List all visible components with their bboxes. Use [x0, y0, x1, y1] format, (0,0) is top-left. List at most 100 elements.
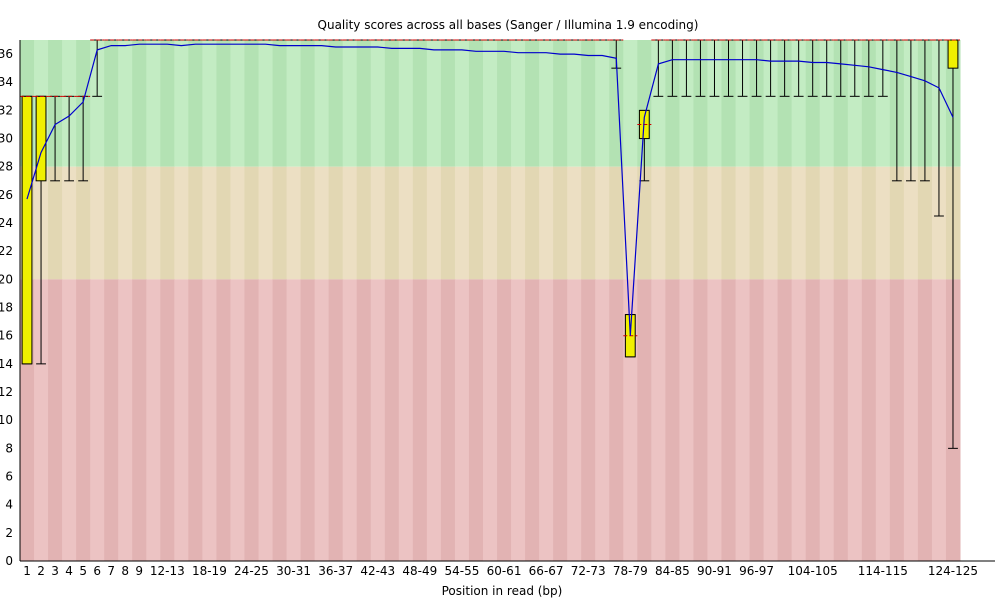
band-stripe: [202, 279, 217, 561]
quality-bands: [20, 40, 961, 561]
band-stripe: [468, 166, 484, 280]
band-stripe: [931, 279, 947, 561]
band-stripe: [412, 40, 428, 167]
mean-layer: [26, 43, 954, 336]
band-stripe: [665, 40, 680, 167]
band-stripe: [707, 279, 722, 561]
band-stripe: [370, 166, 386, 280]
band-stripe: [553, 279, 568, 561]
band-stripe: [286, 279, 302, 561]
band-stripe: [581, 279, 596, 561]
band-stripe: [174, 279, 189, 561]
band-stripe: [539, 279, 554, 561]
x-tick-label: 84-85: [655, 564, 690, 578]
iqr-box: [35, 95, 47, 182]
band-stripe: [342, 279, 358, 561]
band-stripe: [482, 40, 498, 167]
band-stripe: [497, 166, 512, 280]
band-stripe: [300, 40, 316, 167]
band-stripe: [497, 279, 512, 561]
band-stripe: [48, 279, 63, 561]
axes: [19, 40, 995, 562]
y-tick-label: 22: [0, 244, 13, 258]
band-stripe: [595, 279, 610, 561]
band-stripe: [272, 166, 288, 280]
band-stripe: [861, 279, 877, 561]
band-stripe: [160, 40, 175, 167]
band-stripe: [581, 40, 596, 167]
band-stripe: [791, 166, 807, 280]
band-stripe: [595, 166, 610, 280]
band-stripe: [356, 166, 372, 280]
x-axis-label: Position in read (bp): [442, 584, 563, 598]
band-stripe: [146, 166, 161, 280]
band-stripe: [48, 166, 63, 280]
band-stripe: [693, 40, 708, 167]
band-stripe: [104, 279, 119, 561]
band-stripe: [735, 279, 751, 561]
band-stripe: [328, 40, 344, 167]
band-stripe: [749, 166, 765, 280]
band-stripe: [679, 279, 694, 561]
band-stripe: [300, 166, 316, 280]
band-stripe: [314, 166, 330, 280]
band-stripe: [553, 166, 568, 280]
band-stripe: [595, 40, 610, 167]
x-tick-label: 72-73: [571, 564, 606, 578]
band-stripe: [637, 166, 652, 280]
y-tick-label: 16: [0, 329, 13, 343]
x-tick-label: 3: [51, 564, 59, 578]
band-stripe: [693, 166, 708, 280]
band-stripe: [314, 279, 330, 561]
y-tick-label: 0: [5, 554, 13, 568]
band-stripe: [875, 40, 891, 167]
x-tick-label: 78-79: [613, 564, 648, 578]
band-stripe: [90, 166, 105, 280]
band-stripe: [328, 279, 344, 561]
y-tick-label: 2: [5, 526, 13, 540]
band-stripe: [398, 40, 414, 167]
band-stripe: [679, 166, 694, 280]
x-tick-label: 12-13: [150, 564, 185, 578]
band-stripe: [62, 279, 77, 561]
band-stripe: [174, 166, 189, 280]
band-stripe: [370, 279, 386, 561]
band-stripe: [314, 40, 330, 167]
y-tick-label: 4: [5, 498, 13, 512]
band-stripe: [370, 40, 386, 167]
band-stripe: [567, 166, 582, 280]
band-stripe: [202, 166, 217, 280]
x-tick-label: 18-19: [192, 564, 227, 578]
band-stripe: [426, 40, 442, 167]
y-tick-label: 18: [0, 301, 13, 315]
x-tick-label: 24-25: [234, 564, 269, 578]
band-stripe: [735, 166, 751, 280]
band-stripe: [889, 166, 905, 280]
band-stripe: [805, 166, 821, 280]
band-stripe: [440, 166, 456, 280]
band-stripe: [160, 166, 175, 280]
band-stripe: [216, 166, 231, 280]
band-stripe: [861, 40, 877, 167]
x-tick-label: 54-55: [445, 564, 480, 578]
y-tick-label: 32: [0, 103, 13, 117]
x-tick-label: 30-31: [276, 564, 311, 578]
x-tick-label: 42-43: [360, 564, 395, 578]
y-tick-label: 12: [0, 385, 13, 399]
band-stripe: [777, 166, 793, 280]
band-stripe: [511, 166, 526, 280]
band-stripe: [917, 279, 933, 561]
band-stripe: [398, 166, 414, 280]
band-stripe: [258, 166, 274, 280]
band-stripe: [749, 279, 765, 561]
band-stripe: [819, 40, 835, 167]
band-stripe: [539, 166, 554, 280]
band-stripe: [440, 40, 456, 167]
band-stripe: [567, 40, 582, 167]
band-stripe: [202, 40, 217, 167]
band-stripe: [917, 166, 933, 280]
band-stripe: [258, 40, 274, 167]
x-tick-label: 124-125: [928, 564, 978, 578]
